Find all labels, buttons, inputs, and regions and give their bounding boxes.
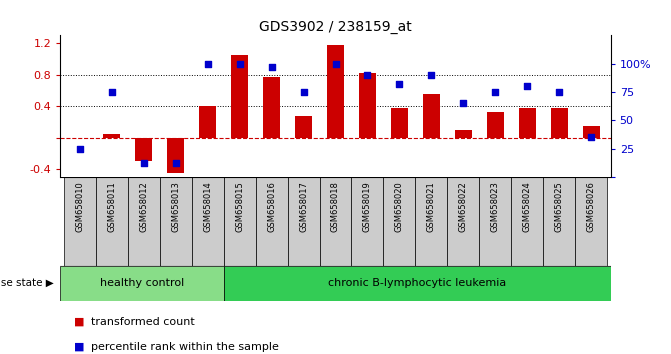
Text: GSM658024: GSM658024: [523, 181, 532, 232]
Point: [106, 89, 117, 95]
Text: GSM658011: GSM658011: [107, 181, 116, 232]
Bar: [384, 177, 415, 266]
Bar: [511, 177, 544, 266]
Text: GSM658021: GSM658021: [427, 181, 436, 232]
Text: GSM658018: GSM658018: [331, 181, 340, 232]
Point: [74, 146, 85, 152]
Bar: [223, 177, 256, 266]
Text: GSM658014: GSM658014: [203, 181, 212, 232]
Text: transformed count: transformed count: [91, 317, 195, 327]
Bar: [60, 266, 223, 301]
Bar: [295, 116, 312, 138]
Point: [586, 135, 597, 140]
Bar: [551, 108, 568, 138]
Text: GSM658022: GSM658022: [459, 181, 468, 232]
Text: GSM658017: GSM658017: [299, 181, 308, 232]
Bar: [582, 126, 601, 138]
Text: GSM658013: GSM658013: [171, 181, 180, 232]
Bar: [135, 138, 152, 161]
Text: ■: ■: [74, 342, 85, 352]
Bar: [391, 108, 408, 138]
Point: [394, 81, 405, 87]
Text: GSM658016: GSM658016: [267, 181, 276, 232]
Text: GSM658012: GSM658012: [139, 181, 148, 232]
Text: healthy control: healthy control: [100, 278, 184, 288]
Bar: [256, 177, 287, 266]
Bar: [191, 177, 223, 266]
Text: GSM658025: GSM658025: [555, 181, 564, 232]
Bar: [127, 177, 160, 266]
Point: [170, 161, 181, 166]
Point: [362, 72, 373, 78]
Bar: [576, 177, 607, 266]
Text: GSM658019: GSM658019: [363, 181, 372, 232]
Bar: [519, 108, 536, 138]
Bar: [167, 138, 185, 173]
Bar: [352, 177, 384, 266]
Text: percentile rank within the sample: percentile rank within the sample: [91, 342, 278, 352]
Bar: [287, 177, 319, 266]
Bar: [455, 130, 472, 138]
Bar: [64, 177, 95, 266]
Point: [298, 89, 309, 95]
Point: [266, 64, 277, 70]
Bar: [423, 95, 440, 138]
Point: [522, 84, 533, 89]
Point: [330, 61, 341, 67]
Bar: [103, 134, 120, 138]
Bar: [327, 45, 344, 138]
Title: GDS3902 / 238159_at: GDS3902 / 238159_at: [259, 21, 412, 34]
Bar: [160, 177, 191, 266]
Text: ■: ■: [74, 317, 85, 327]
Point: [234, 61, 245, 67]
Text: GSM658023: GSM658023: [491, 181, 500, 232]
Bar: [95, 177, 127, 266]
Point: [490, 89, 501, 95]
Text: disease state ▶: disease state ▶: [0, 278, 54, 288]
Text: GSM658020: GSM658020: [395, 181, 404, 232]
Bar: [486, 113, 504, 138]
Point: [458, 101, 469, 106]
Text: GSM658010: GSM658010: [75, 181, 84, 232]
Text: GSM658026: GSM658026: [587, 181, 596, 232]
Bar: [199, 106, 216, 138]
Bar: [263, 77, 280, 138]
Bar: [223, 266, 611, 301]
Bar: [415, 177, 448, 266]
Text: GSM658015: GSM658015: [235, 181, 244, 232]
Bar: [448, 177, 480, 266]
Text: chronic B-lymphocytic leukemia: chronic B-lymphocytic leukemia: [328, 278, 506, 288]
Point: [202, 61, 213, 67]
Bar: [319, 177, 352, 266]
Point: [426, 72, 437, 78]
Bar: [480, 177, 511, 266]
Bar: [231, 55, 248, 138]
Point: [554, 89, 565, 95]
Point: [138, 161, 149, 166]
Bar: [359, 73, 376, 138]
Bar: [544, 177, 576, 266]
